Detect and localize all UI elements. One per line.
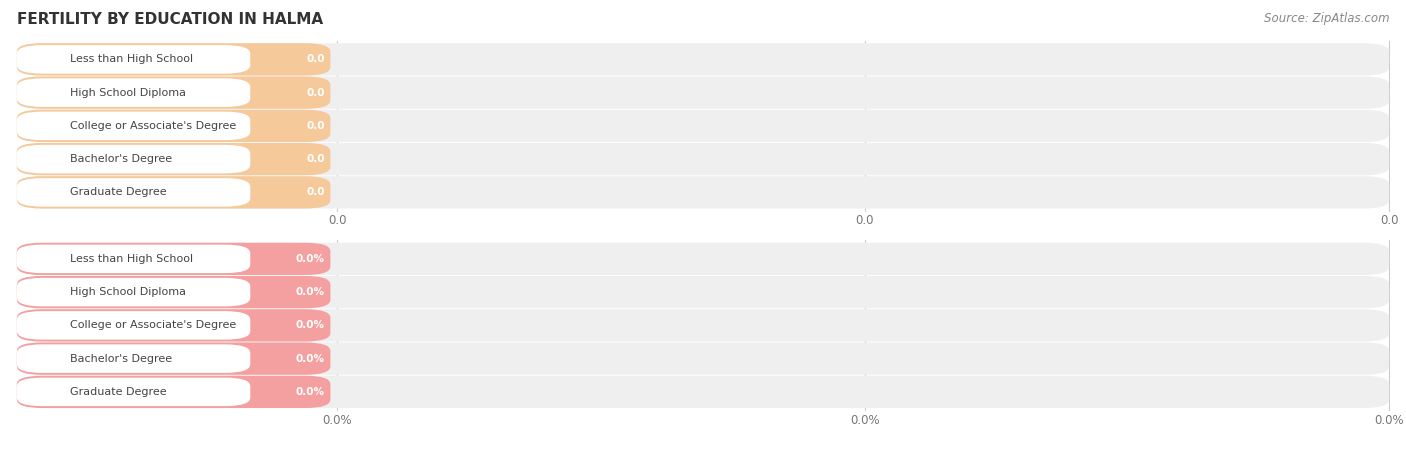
- Text: 0.0%: 0.0%: [295, 320, 325, 331]
- FancyBboxPatch shape: [17, 243, 1389, 275]
- FancyBboxPatch shape: [17, 143, 1389, 175]
- FancyBboxPatch shape: [17, 243, 330, 275]
- FancyBboxPatch shape: [17, 309, 1389, 342]
- FancyBboxPatch shape: [17, 45, 250, 74]
- FancyBboxPatch shape: [17, 143, 330, 175]
- Text: Less than High School: Less than High School: [70, 54, 194, 65]
- FancyBboxPatch shape: [17, 112, 250, 140]
- FancyBboxPatch shape: [17, 245, 250, 273]
- Text: 0.0: 0.0: [307, 87, 325, 98]
- FancyBboxPatch shape: [17, 309, 330, 342]
- Text: 0.0: 0.0: [328, 214, 347, 228]
- FancyBboxPatch shape: [17, 311, 250, 340]
- FancyBboxPatch shape: [17, 43, 330, 76]
- FancyBboxPatch shape: [17, 176, 1389, 209]
- Text: Graduate Degree: Graduate Degree: [70, 387, 167, 397]
- Text: 0.0: 0.0: [307, 121, 325, 131]
- Text: FERTILITY BY EDUCATION IN HALMA: FERTILITY BY EDUCATION IN HALMA: [17, 12, 323, 27]
- Text: College or Associate's Degree: College or Associate's Degree: [70, 320, 236, 331]
- FancyBboxPatch shape: [17, 43, 1389, 76]
- FancyBboxPatch shape: [17, 276, 1389, 308]
- Text: 0.0%: 0.0%: [295, 353, 325, 364]
- Text: High School Diploma: High School Diploma: [70, 87, 187, 98]
- FancyBboxPatch shape: [17, 344, 250, 373]
- FancyBboxPatch shape: [17, 76, 330, 109]
- Text: Bachelor's Degree: Bachelor's Degree: [70, 154, 173, 164]
- FancyBboxPatch shape: [17, 110, 330, 142]
- Text: 0.0%: 0.0%: [1374, 414, 1405, 427]
- FancyBboxPatch shape: [17, 76, 1389, 109]
- Text: Graduate Degree: Graduate Degree: [70, 187, 167, 198]
- Text: College or Associate's Degree: College or Associate's Degree: [70, 121, 236, 131]
- Text: 0.0: 0.0: [307, 187, 325, 198]
- Text: 0.0%: 0.0%: [295, 254, 325, 264]
- FancyBboxPatch shape: [17, 78, 250, 107]
- FancyBboxPatch shape: [17, 178, 250, 207]
- FancyBboxPatch shape: [17, 342, 1389, 375]
- Text: 0.0%: 0.0%: [849, 414, 880, 427]
- Text: Less than High School: Less than High School: [70, 254, 194, 264]
- FancyBboxPatch shape: [17, 342, 330, 375]
- FancyBboxPatch shape: [17, 376, 330, 408]
- FancyBboxPatch shape: [17, 378, 250, 406]
- Text: Bachelor's Degree: Bachelor's Degree: [70, 353, 173, 364]
- FancyBboxPatch shape: [17, 278, 250, 306]
- Text: 0.0: 0.0: [307, 154, 325, 164]
- FancyBboxPatch shape: [17, 145, 250, 173]
- Text: 0.0: 0.0: [1379, 214, 1399, 228]
- Text: 0.0%: 0.0%: [295, 287, 325, 297]
- Text: 0.0: 0.0: [307, 54, 325, 65]
- Text: Source: ZipAtlas.com: Source: ZipAtlas.com: [1264, 12, 1389, 25]
- Text: 0.0%: 0.0%: [295, 387, 325, 397]
- Text: High School Diploma: High School Diploma: [70, 287, 187, 297]
- FancyBboxPatch shape: [17, 376, 1389, 408]
- FancyBboxPatch shape: [17, 176, 330, 209]
- Text: 0.0%: 0.0%: [322, 414, 353, 427]
- FancyBboxPatch shape: [17, 110, 1389, 142]
- FancyBboxPatch shape: [17, 276, 330, 308]
- Text: 0.0: 0.0: [855, 214, 875, 228]
